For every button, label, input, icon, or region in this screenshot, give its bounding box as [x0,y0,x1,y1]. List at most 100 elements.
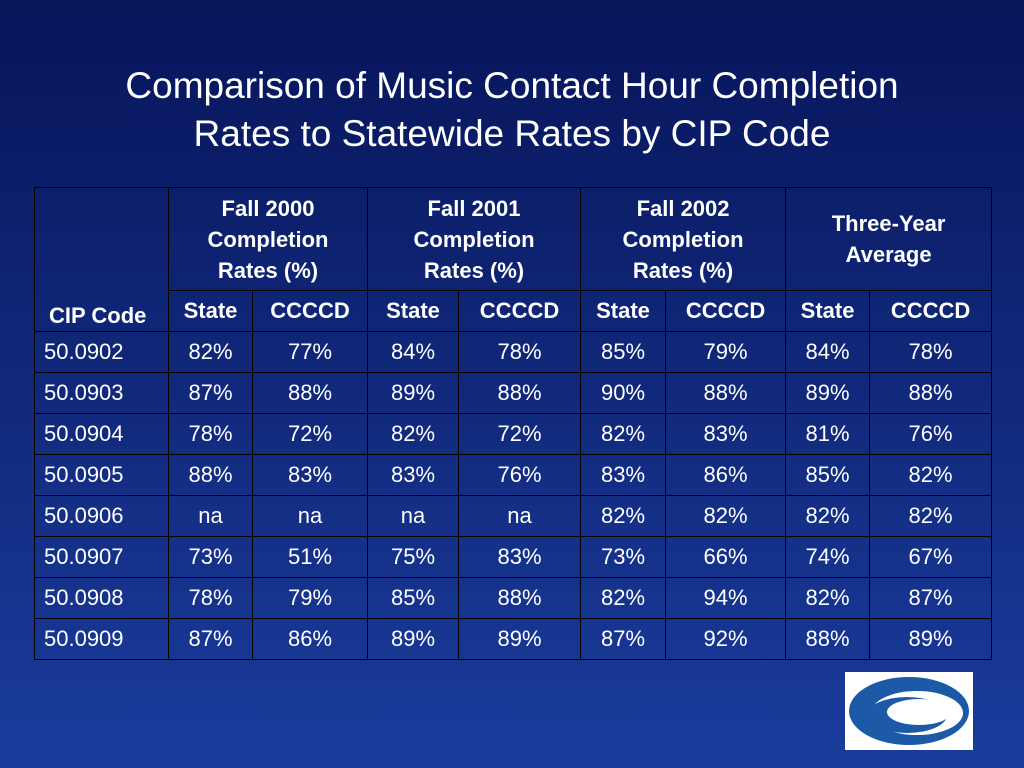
cip-code: 50.0909 [34,618,169,660]
rate-cell: 89% [785,372,871,414]
rate-cell: 82% [580,413,667,455]
rate-cell: 79% [665,331,787,373]
rate-cell: 87% [168,372,253,414]
cip-code: 50.0907 [34,536,169,578]
data-row: 50.0908 78% 79% 85% 88% 82% 94% 82% 87% [34,577,993,619]
subheader: CCCCD [869,290,993,332]
title-line: Comparison of Music Contact Hour Complet… [125,65,899,106]
data-row: 50.0903 87% 88% 89% 88% 90% 88% 89% 88% [34,372,993,414]
group-header: Three-Year Average [785,187,993,291]
data-row: 50.0909 87% 86% 89% 89% 87% 92% 88% 89% [34,618,993,660]
rate-cell: 66% [665,536,787,578]
rate-cell: 78% [168,577,253,619]
rate-cell: 83% [580,454,667,496]
rate-cell: 82% [785,495,871,537]
rate-cell: 77% [251,331,369,373]
data-row: 50.0905 88% 83% 83% 76% 83% 86% 85% 82% [34,454,993,496]
rate-cell: 82% [665,495,787,537]
group-header-row: CIP Code Fall 2000 Completion Rates (%) Fa… [34,187,993,332]
rate-cell: 75% [367,536,460,578]
rate-cell: 72% [458,413,582,455]
subheader: CCCCD [458,290,582,332]
rate-cell: na [168,495,253,537]
rate-cell: 88% [458,577,582,619]
rate-cell: 81% [785,413,871,455]
rate-cell: 89% [367,372,460,414]
rate-cell: 89% [367,618,460,660]
rate-cell: 87% [869,577,993,619]
rate-cell: 88% [251,372,369,414]
cip-header: CIP Code [34,187,169,332]
rate-cell: 82% [869,495,993,537]
cip-code: 50.0902 [34,331,169,373]
table-body: CIP Code Fall 2000 Completion Rates (%) Fa… [34,187,993,660]
rate-cell: 85% [785,454,871,496]
rate-cell: 86% [251,618,369,660]
rate-cell: na [367,495,460,537]
rate-cell: 89% [869,618,993,660]
title: Comparison of Music Contact Hour Complet… [0,62,1024,158]
rate-cell: 85% [580,331,667,373]
data-row: 50.0906 na na na na 82% 82% 82% 82% [34,495,993,537]
group-header: Fall 2001 Completion Rates (%) [367,187,582,291]
group-header: Fall 2000 Completion Rates (%) [167,187,369,291]
rate-cell: 92% [665,618,787,660]
rate-cell: 82% [580,577,667,619]
subheader: CCCCD [251,290,369,332]
rate-cell: 72% [251,413,369,455]
rate-cell: 88% [869,372,993,414]
subheader: State [785,290,871,332]
rate-cell: 79% [251,577,369,619]
rate-cell: na [251,495,369,537]
rate-cell: 88% [458,372,582,414]
cip-code: 50.0908 [34,577,169,619]
subheader: CCCCD [665,290,787,332]
rate-cell: na [458,495,582,537]
rate-cell: 82% [580,495,667,537]
rate-cell: 82% [785,577,871,619]
cip-code: 50.0903 [34,372,169,414]
cip-code: 50.0905 [34,454,169,496]
rate-cell: 82% [168,331,253,373]
rate-cell: 84% [785,331,871,373]
data-row: 50.0907 73% 51% 75% 83% 73% 66% 74% 67% [34,536,993,578]
logo-center [887,699,951,725]
rate-cell: 87% [580,618,667,660]
group-header: Fall 2002 Completion Rates (%) [580,187,787,291]
data-row: 50.0904 78% 72% 82% 72% 82% 83% 81% 76% [34,413,993,455]
rate-cell: 78% [458,331,582,373]
cip-code: 50.0906 [34,495,169,537]
rate-cell: 84% [367,331,460,373]
logo [845,672,973,750]
subheader: State [580,290,667,332]
completion-table: CIP Code Fall 2000 Completion Rates (%) Fa… [34,187,993,660]
rate-cell: 83% [367,454,460,496]
rate-cell: 90% [580,372,667,414]
rate-cell: 88% [665,372,787,414]
rate-cell: 83% [665,413,787,455]
rate-cell: 88% [785,618,871,660]
rate-cell: 78% [869,331,993,373]
rate-cell: 78% [168,413,253,455]
cip-code: 50.0904 [34,413,169,455]
subheader: State [367,290,460,332]
rate-cell: 67% [869,536,993,578]
rate-cell: 73% [168,536,253,578]
rate-cell: 87% [168,618,253,660]
rate-cell: 82% [869,454,993,496]
rate-cell: 85% [367,577,460,619]
title-line: Rates to Statewide Rates by CIP Code [193,113,831,154]
rate-cell: 83% [251,454,369,496]
data-row: 50.0902 82% 77% 84% 78% 85% 79% 84% 78% [34,331,993,373]
rate-cell: 83% [458,536,582,578]
rate-cell: 76% [458,454,582,496]
rate-cell: 86% [665,454,787,496]
rate-cell: 51% [251,536,369,578]
rate-cell: 88% [168,454,253,496]
subheader-row: State CCCCD State CCCCD State CCCCD State CCCCD [35,290,993,332]
rate-cell: 76% [869,413,993,455]
rate-cell: 74% [785,536,871,578]
subheader: State [168,290,253,332]
rate-cell: 82% [367,413,460,455]
